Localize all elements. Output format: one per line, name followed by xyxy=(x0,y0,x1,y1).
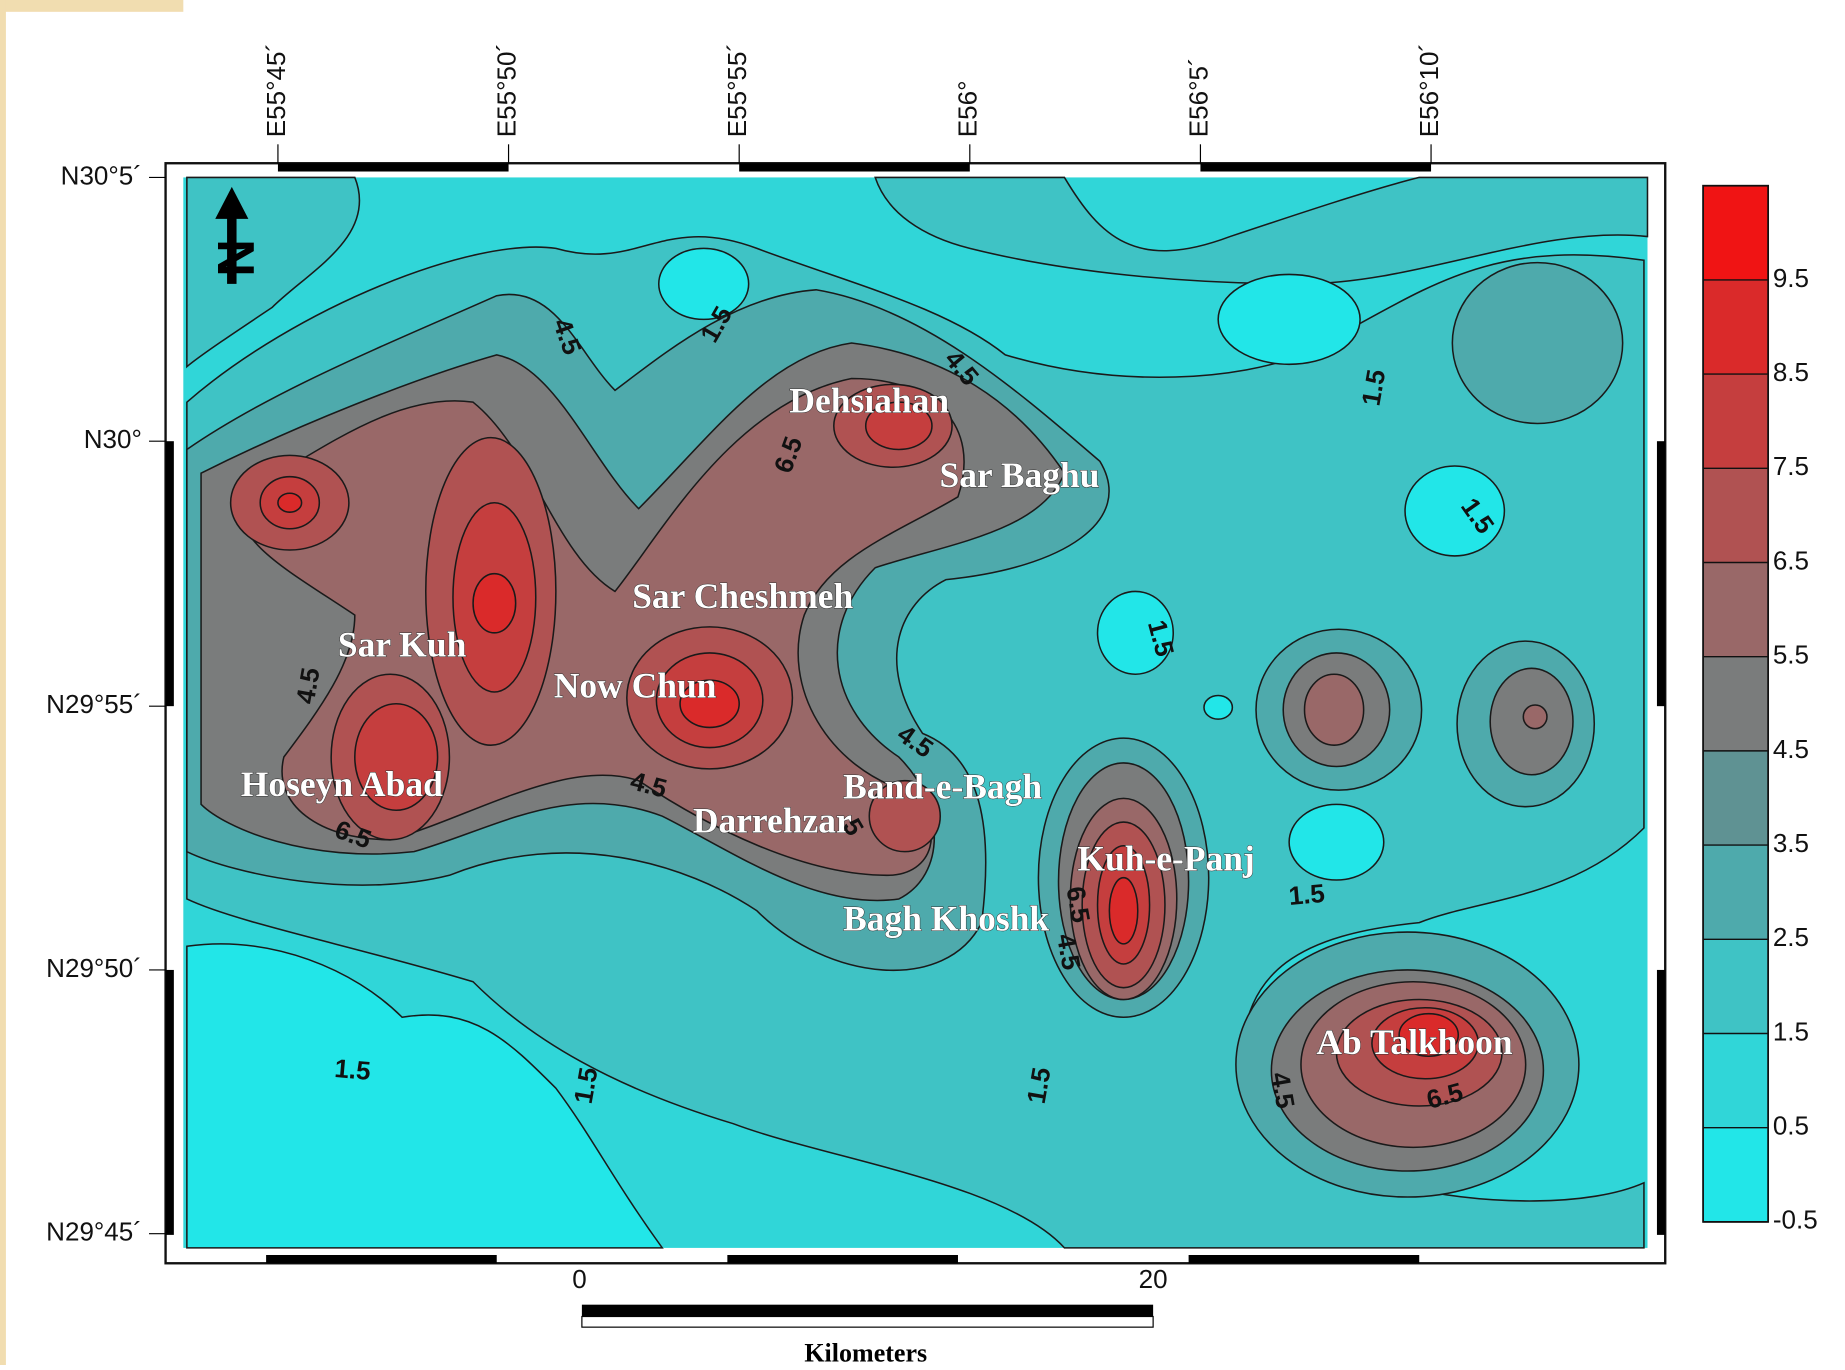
place-label: Sar Cheshmeh xyxy=(632,576,853,616)
longitude-label: E56° xyxy=(953,81,983,138)
colorbar-bin xyxy=(1703,280,1768,374)
north-label: N xyxy=(206,239,264,277)
contour-label: 4.5 xyxy=(1265,1070,1301,1111)
place-label: Sar Kuh xyxy=(338,624,467,664)
colorbar-bin xyxy=(1703,845,1768,939)
colorbar-bin xyxy=(1703,1128,1768,1222)
contour-label: 1.5 xyxy=(333,1053,372,1086)
latitude-label: N30°5´ xyxy=(61,160,142,190)
contour-label: 1.5 xyxy=(1355,367,1391,408)
place-label: Ab Talkhoon xyxy=(1316,1022,1512,1062)
frame-segment xyxy=(266,1255,497,1263)
latitude-label: N29°55´ xyxy=(46,689,142,719)
page: {"longitude_labels": ["E55°45´", "E55°50… xyxy=(0,0,1845,1365)
scale-unit: Kilometers xyxy=(804,1339,927,1365)
place-label: Darrehzar xyxy=(693,801,852,841)
frame-segment xyxy=(166,970,174,1235)
frame-segment xyxy=(166,441,174,706)
colorbar-bin xyxy=(1703,1033,1768,1127)
colorbar-bin xyxy=(1703,468,1768,562)
contour-label: 1.5 xyxy=(568,1065,604,1106)
frame-segment xyxy=(1189,1255,1420,1263)
colorbar-label: 6.5 xyxy=(1773,545,1809,575)
colorbar-label: 9.5 xyxy=(1773,263,1809,293)
latitude-label: N29°50´ xyxy=(46,953,142,983)
longitude-label: E55°50´ xyxy=(491,43,521,137)
frame-segment xyxy=(278,163,509,171)
colorbar-label: -0.5 xyxy=(1773,1205,1818,1235)
frame-segment xyxy=(727,1255,958,1263)
colorbar-bin xyxy=(1703,186,1768,280)
colorbar-bin xyxy=(1703,562,1768,656)
place-label: Hoseyn Abad xyxy=(241,764,443,804)
longitude-label: E55°55´ xyxy=(722,43,752,137)
longitude-label: E55°45´ xyxy=(261,43,291,137)
frame-segment xyxy=(1657,970,1665,1235)
colorbar-label: 4.5 xyxy=(1773,734,1809,764)
colorbar-label: 7.5 xyxy=(1773,451,1809,481)
longitude-label: E56°10´ xyxy=(1414,43,1444,137)
contour-label: 4.5 xyxy=(1051,931,1087,972)
frame-segment xyxy=(1657,441,1665,706)
colorbar-bin xyxy=(1703,374,1768,468)
scale-label: 0 xyxy=(572,1264,586,1294)
frame-segment xyxy=(1200,163,1431,171)
contour-label: 1.5 xyxy=(1287,878,1326,911)
colorbar-bin xyxy=(1703,939,1768,1033)
colorbar-label: 1.5 xyxy=(1773,1016,1809,1046)
colorbar-bin xyxy=(1703,751,1768,845)
place-label: Kuh-e-Panj xyxy=(1077,838,1254,878)
place-label: Dehsiahan xyxy=(789,381,949,421)
colorbar-bin xyxy=(1703,657,1768,751)
place-label: Now Chun xyxy=(554,666,717,706)
contour-label: 6.5 xyxy=(1060,884,1096,925)
contour-label: 1.5 xyxy=(1021,1065,1057,1106)
scale-label: 20 xyxy=(1139,1264,1168,1294)
colorbar-label: 0.5 xyxy=(1773,1111,1809,1141)
place-label: Band-e-Bagh xyxy=(843,766,1042,806)
colorbar-label: 8.5 xyxy=(1773,357,1809,387)
page-edge xyxy=(0,0,183,12)
latitude-label: N29°45´ xyxy=(46,1217,142,1247)
contour-label: 4.5 xyxy=(290,665,326,706)
colorbar-label: 2.5 xyxy=(1773,922,1809,952)
page-edge xyxy=(0,0,6,1365)
place-label: Bagh Khoshk xyxy=(843,899,1049,939)
frame-segment xyxy=(739,163,970,171)
place-label: Sar Baghu xyxy=(939,455,1099,495)
scale-bar xyxy=(582,1317,1153,1328)
colorbar-label: 5.5 xyxy=(1773,640,1809,670)
longitude-label: E56°5´ xyxy=(1183,57,1213,137)
scale-bar xyxy=(582,1305,1153,1317)
map-figure: N 0 20 Kilometers E55°45´ E55°50´ E55°55´ E… xyxy=(0,0,1845,1365)
latitude-label: N30° xyxy=(84,424,142,454)
colorbar-label: 3.5 xyxy=(1773,828,1809,858)
